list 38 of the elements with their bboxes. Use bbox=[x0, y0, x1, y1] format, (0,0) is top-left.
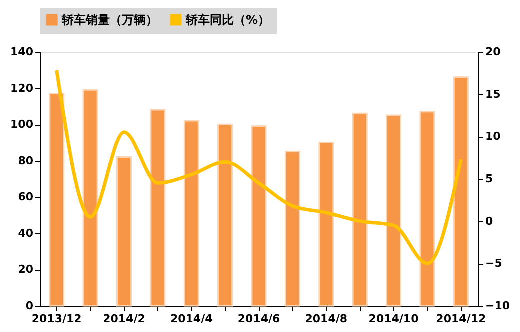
y2-tick-label: 20 bbox=[486, 46, 502, 58]
bar bbox=[218, 124, 234, 307]
line-series bbox=[55, 68, 463, 266]
bar bbox=[184, 120, 200, 307]
y2-tick-label: 10 bbox=[486, 130, 502, 144]
y-tick-label: 60 bbox=[18, 190, 34, 204]
bar bbox=[386, 114, 402, 307]
x-tick-label: 2014/6 bbox=[238, 312, 280, 326]
y2-tick-label: −5 bbox=[486, 257, 502, 270]
bar bbox=[49, 92, 65, 307]
legend-label: 轿车销量（万辆） bbox=[61, 13, 158, 27]
x-tick-label: 2014/8 bbox=[305, 312, 348, 326]
bar bbox=[150, 109, 166, 307]
bar bbox=[251, 126, 267, 307]
y-tick-label: 100 bbox=[10, 118, 34, 132]
bar bbox=[420, 111, 436, 307]
bar bbox=[82, 89, 98, 307]
x-tick-label: 2014/4 bbox=[170, 312, 214, 326]
y-tick-label: 80 bbox=[18, 154, 34, 168]
x-tick-label: 2014/10 bbox=[368, 312, 420, 326]
y-tick-label: 140 bbox=[10, 46, 34, 58]
bar bbox=[318, 142, 334, 307]
y2-tick-label: 5 bbox=[486, 172, 494, 186]
y-tick-label: 40 bbox=[18, 226, 34, 240]
x-tick-label: 2014/12 bbox=[436, 312, 486, 326]
y2-tick-label: 15 bbox=[486, 88, 501, 101]
x-tick-label: 2014/2 bbox=[103, 312, 146, 326]
bar bbox=[284, 151, 300, 307]
y2-tick-label: 0 bbox=[486, 214, 494, 228]
y-tick-label: 0 bbox=[26, 300, 34, 312]
bar bbox=[352, 112, 368, 307]
y2-tick-label: −10 bbox=[486, 300, 510, 312]
y-tick-label: 120 bbox=[10, 82, 34, 95]
legend-label: 轿车同比（%） bbox=[185, 13, 270, 27]
bar bbox=[116, 156, 132, 307]
x-tick-label: 2013/12 bbox=[32, 312, 82, 326]
bar bbox=[453, 76, 469, 307]
y-tick-label: 20 bbox=[18, 263, 34, 276]
